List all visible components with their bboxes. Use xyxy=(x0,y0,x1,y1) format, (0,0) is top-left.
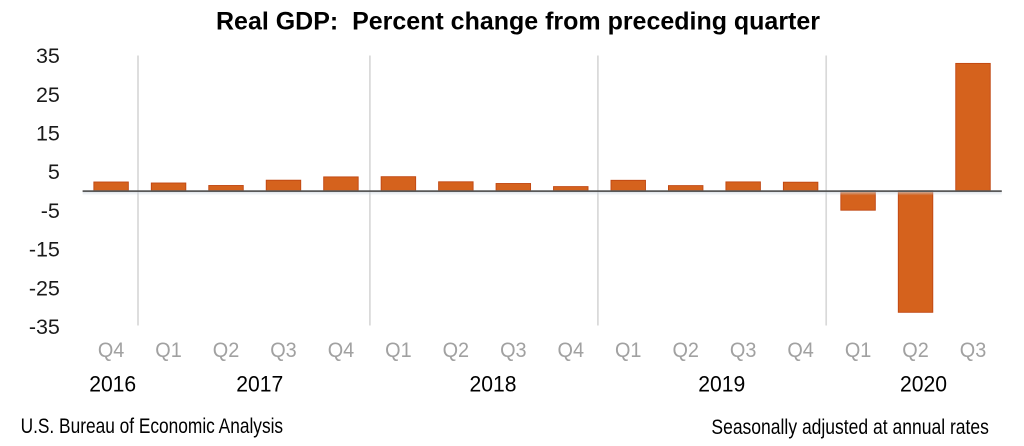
svg-text:5: 5 xyxy=(48,160,60,184)
svg-text:Q4: Q4 xyxy=(558,339,585,362)
svg-text:2019: 2019 xyxy=(698,372,745,397)
svg-text:Q2: Q2 xyxy=(443,339,470,362)
svg-text:2020: 2020 xyxy=(900,372,947,397)
svg-text:2018: 2018 xyxy=(470,372,517,397)
svg-text:Real GDP: Percent change from: Real GDP: Percent change from preceding … xyxy=(216,7,820,35)
svg-text:2016: 2016 xyxy=(89,372,136,397)
svg-text:Q4: Q4 xyxy=(98,339,125,362)
svg-text:Q1: Q1 xyxy=(155,339,182,362)
svg-text:15: 15 xyxy=(36,122,60,146)
svg-text:Q4: Q4 xyxy=(787,339,814,362)
svg-text:35: 35 xyxy=(36,44,60,68)
svg-text:Q3: Q3 xyxy=(730,339,757,362)
svg-text:Q4: Q4 xyxy=(328,339,355,362)
svg-text:Q3: Q3 xyxy=(500,339,527,362)
svg-text:Q1: Q1 xyxy=(845,339,872,362)
svg-text:-25: -25 xyxy=(29,276,60,300)
svg-text:-35: -35 xyxy=(29,315,60,339)
svg-text:2017: 2017 xyxy=(236,372,283,397)
svg-text:Seasonally adjusted at annual: Seasonally adjusted at annual rates xyxy=(711,415,989,439)
svg-text:25: 25 xyxy=(36,83,60,107)
svg-text:Q2: Q2 xyxy=(672,339,699,362)
svg-text:Q2: Q2 xyxy=(902,339,929,362)
svg-text:Q2: Q2 xyxy=(213,339,240,362)
svg-text:Q3: Q3 xyxy=(960,339,987,362)
svg-text:Q3: Q3 xyxy=(270,339,297,362)
svg-text:-15: -15 xyxy=(29,238,60,262)
svg-text:-5: -5 xyxy=(41,199,60,223)
svg-text:Q1: Q1 xyxy=(615,339,642,362)
svg-text:Q1: Q1 xyxy=(385,339,412,362)
svg-text:U.S. Bureau of Economic Analys: U.S. Bureau of Economic Analysis xyxy=(21,414,284,438)
